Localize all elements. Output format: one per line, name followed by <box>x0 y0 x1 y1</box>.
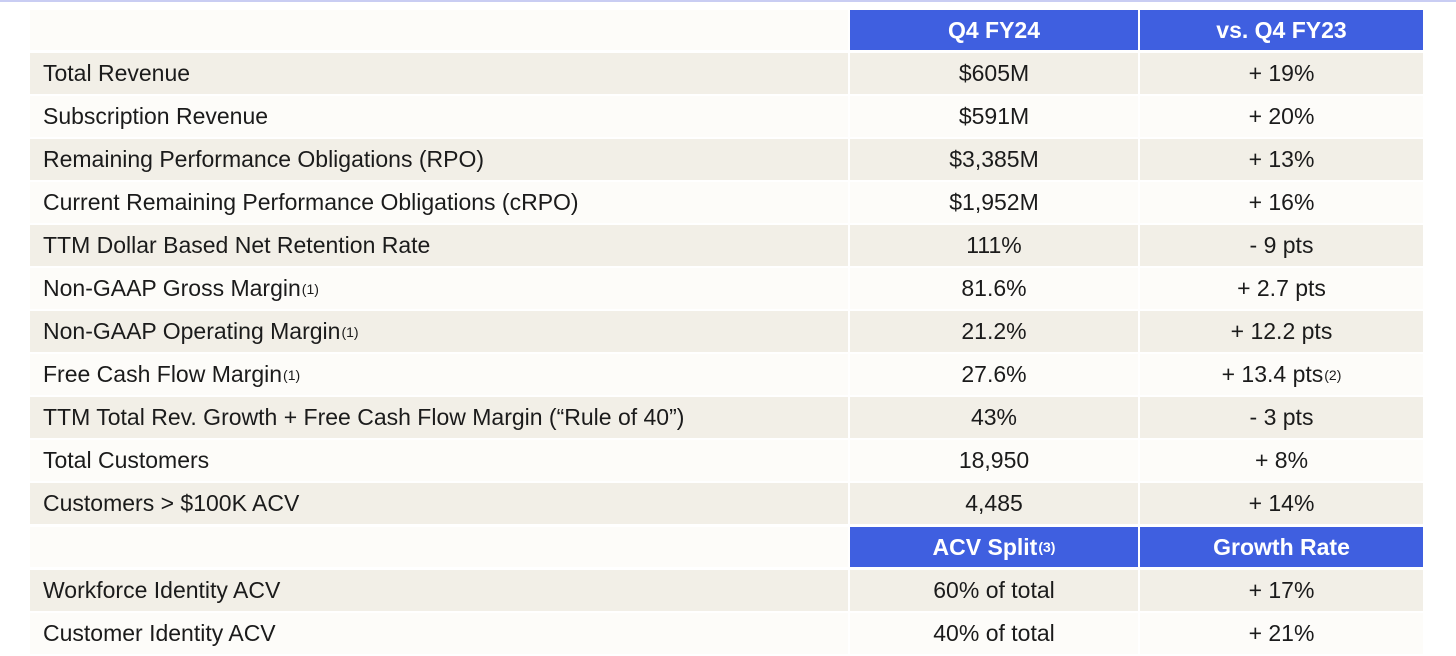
cell-text: ACV Split <box>932 533 1038 560</box>
cell-text: 21.2% <box>961 318 1027 344</box>
row-value: 40% of total <box>850 613 1138 654</box>
row-value: 4,485 <box>850 483 1138 524</box>
row-value: + 17% <box>1140 570 1423 611</box>
cell-text: - 3 pts <box>1249 404 1314 430</box>
cell-text: + 12.2 pts <box>1230 318 1333 344</box>
row-value: 27.6% <box>850 354 1138 395</box>
cell-text: 60% of total <box>933 577 1055 603</box>
top-rule <box>0 0 1456 2</box>
cell-text: Remaining Performance Obligations (RPO) <box>43 146 485 172</box>
cell-text: Workforce Identity ACV <box>43 577 281 603</box>
cell-text: 111% <box>966 232 1022 258</box>
row-value: $3,385M <box>850 139 1138 180</box>
row-value: - 3 pts <box>1140 397 1423 438</box>
footnote-mark: (3) <box>1038 539 1056 555</box>
cell-text: Non-GAAP Operating Margin <box>43 318 341 344</box>
cell-text: + 8% <box>1254 447 1309 473</box>
cell-text: + 14% <box>1248 490 1315 516</box>
header-blank <box>30 527 848 567</box>
footnote-mark: (2) <box>1324 366 1342 383</box>
row-label: TTM Total Rev. Growth + Free Cash Flow M… <box>30 397 848 438</box>
cell-text: + 2.7 pts <box>1237 275 1326 301</box>
cell-text: TTM Total Rev. Growth + Free Cash Flow M… <box>43 404 685 430</box>
cell-text: Customers > $100K ACV <box>43 490 300 516</box>
row-label: Subscription Revenue <box>30 96 848 137</box>
cell-text: - 9 pts <box>1249 232 1314 258</box>
cell-text: vs. Q4 FY23 <box>1216 16 1347 43</box>
cell-text: + 17% <box>1248 577 1315 603</box>
cell-text: + 20% <box>1248 103 1315 129</box>
cell-text: + 19% <box>1248 60 1315 86</box>
row-value: $591M <box>850 96 1138 137</box>
header-blank <box>30 10 848 50</box>
row-value: - 9 pts <box>1140 225 1423 266</box>
row-label: Non-GAAP Operating Margin (1) <box>30 311 848 352</box>
cell-text: 43% <box>970 404 1018 430</box>
cell-text: $605M <box>958 60 1030 86</box>
cell-text: Current Remaining Performance Obligation… <box>43 189 579 215</box>
row-value: + 14% <box>1140 483 1423 524</box>
cell-text: + 21% <box>1248 620 1315 646</box>
row-label: Workforce Identity ACV <box>30 570 848 611</box>
row-value: + 13.4 pts (2) <box>1140 354 1423 395</box>
row-value: 18,950 <box>850 440 1138 481</box>
row-label: Customer Identity ACV <box>30 613 848 654</box>
row-value: + 16% <box>1140 182 1423 223</box>
cell-text: 81.6% <box>961 275 1027 301</box>
row-value: $605M <box>850 53 1138 94</box>
row-label: Current Remaining Performance Obligation… <box>30 182 848 223</box>
row-value: + 13% <box>1140 139 1423 180</box>
cell-text: $591M <box>958 103 1030 129</box>
column-header: ACV Split (3) <box>850 527 1138 567</box>
row-value: + 2.7 pts <box>1140 268 1423 309</box>
row-value: + 21% <box>1140 613 1423 654</box>
row-value: + 19% <box>1140 53 1423 94</box>
row-label: Total Customers <box>30 440 848 481</box>
cell-text: + 13% <box>1248 146 1315 172</box>
column-header: Growth Rate <box>1140 527 1423 567</box>
cell-text: Free Cash Flow Margin <box>43 361 283 387</box>
cell-text: + 16% <box>1248 189 1315 215</box>
footnote-mark: (1) <box>301 280 319 297</box>
cell-text: Total Customers <box>43 447 210 473</box>
row-value: $1,952M <box>850 182 1138 223</box>
footnote-mark: (1) <box>341 323 359 340</box>
cell-text: Growth Rate <box>1213 533 1350 560</box>
cell-text: 27.6% <box>961 361 1027 387</box>
cell-text: 4,485 <box>965 490 1023 516</box>
row-value: + 12.2 pts <box>1140 311 1423 352</box>
cell-text: Subscription Revenue <box>43 103 269 129</box>
cell-text: 18,950 <box>958 447 1030 473</box>
row-value: 60% of total <box>850 570 1138 611</box>
row-label: Remaining Performance Obligations (RPO) <box>30 139 848 180</box>
column-header: vs. Q4 FY23 <box>1140 10 1423 50</box>
cell-text: Total Revenue <box>43 60 191 86</box>
cell-text: 40% of total <box>933 620 1055 646</box>
row-value: + 20% <box>1140 96 1423 137</box>
cell-text: TTM Dollar Based Net Retention Rate <box>43 232 431 258</box>
cell-text: $1,952M <box>949 189 1039 215</box>
cell-text: + 13.4 pts <box>1221 361 1324 387</box>
cell-text: Q4 FY24 <box>947 16 1041 43</box>
column-header: Q4 FY24 <box>850 10 1138 50</box>
row-label: Customers > $100K ACV <box>30 483 848 524</box>
row-value: 111% <box>850 225 1138 266</box>
row-value: 21.2% <box>850 311 1138 352</box>
row-value: + 8% <box>1140 440 1423 481</box>
row-label: Non-GAAP Gross Margin (1) <box>30 268 848 309</box>
cell-text: Non-GAAP Gross Margin <box>43 275 301 301</box>
cell-text: $3,385M <box>949 146 1039 172</box>
row-label: Total Revenue <box>30 53 848 94</box>
cell-text: Customer Identity ACV <box>43 620 276 646</box>
row-value: 81.6% <box>850 268 1138 309</box>
row-label: Free Cash Flow Margin (1) <box>30 354 848 395</box>
footnote-mark: (1) <box>283 366 301 383</box>
row-value: 43% <box>850 397 1138 438</box>
row-label: TTM Dollar Based Net Retention Rate <box>30 225 848 266</box>
